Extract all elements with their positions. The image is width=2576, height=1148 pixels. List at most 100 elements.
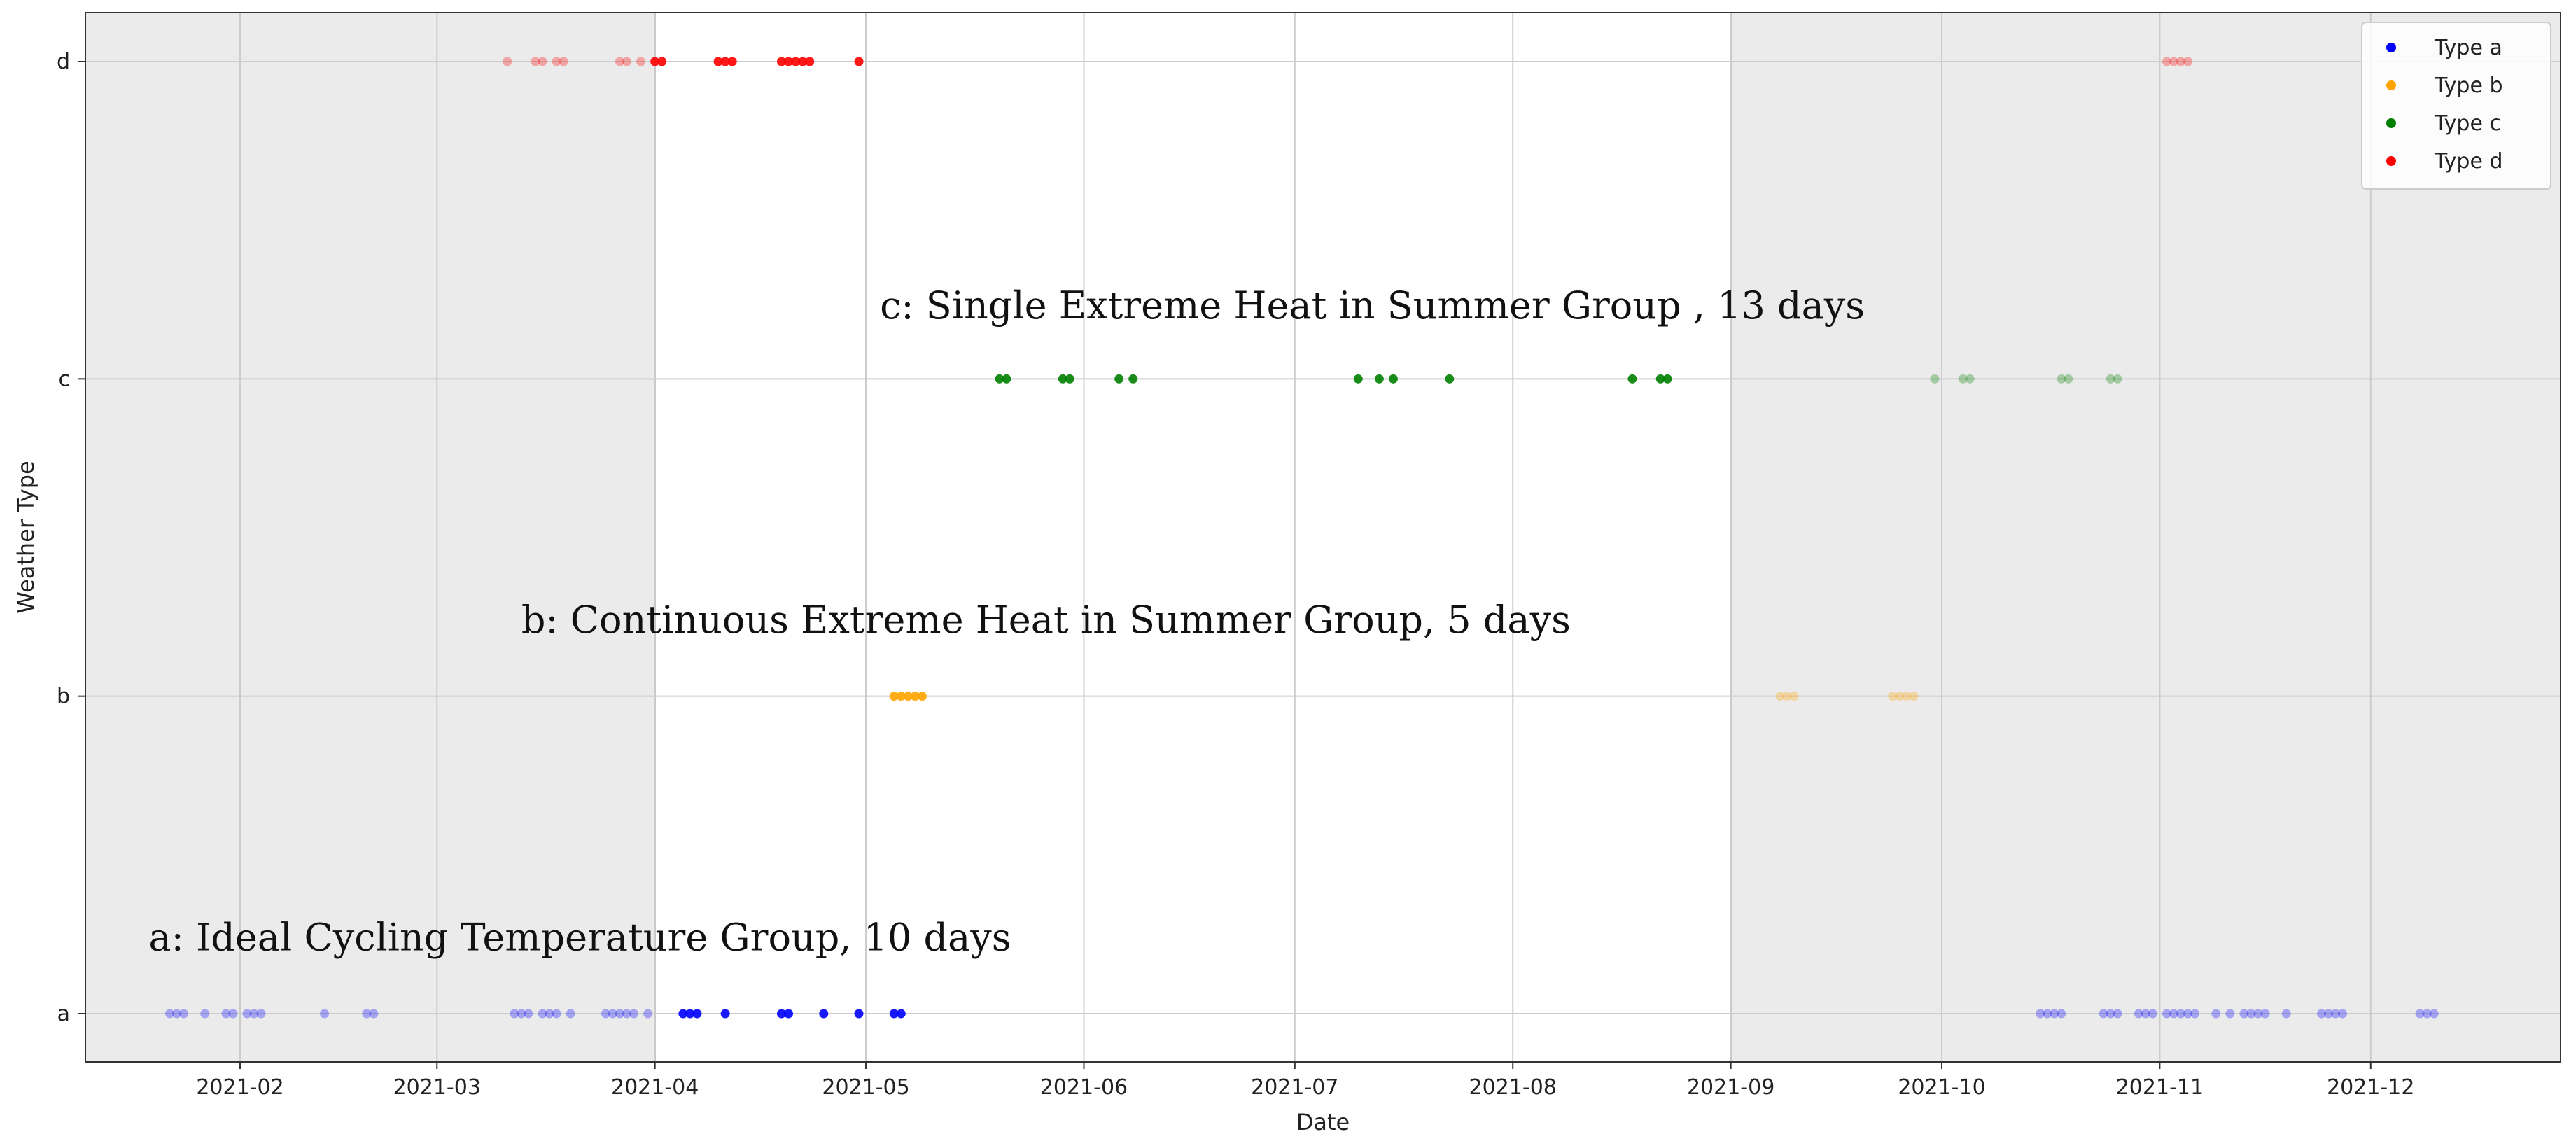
point-faded-a [2169,1009,2178,1018]
point-faded-d [2183,57,2193,66]
point-b [910,692,920,701]
point-faded-a [179,1009,189,1018]
point-faded-a [2260,1009,2270,1018]
point-d [720,57,730,66]
x-tick-label: 2021-05 [822,1075,909,1100]
point-c [1388,374,1398,384]
point-d [784,57,794,66]
x-axis-title: Date [1296,1109,1350,1135]
point-faded-a [362,1009,372,1018]
point-faded-b [1909,692,1919,701]
legend-marker-2 [2386,80,2396,90]
point-faded-a [510,1009,519,1018]
shaded-region-1 [85,13,655,1062]
point-faded-a [517,1009,526,1018]
point-a [777,1009,786,1018]
point-faded-a [2099,1009,2108,1018]
point-c [1662,374,1672,384]
point-faded-a [2281,1009,2291,1018]
point-faded-a [256,1009,266,1018]
point-c [1002,374,1011,384]
point-faded-b [1775,692,1785,701]
x-tick-label: 2021-06 [1040,1075,1128,1100]
point-faded-c [2057,374,2066,384]
point-faded-a [2148,1009,2157,1018]
group-annotations: d: Extreme Heat in Non-Summer Group, 11 … [148,284,1865,959]
point-faded-a [2246,1009,2256,1018]
legend-label-4: Type d [2434,149,2503,174]
y-tick-label: b [57,685,70,709]
point-faded-a [2190,1009,2200,1018]
y-tick-label: c [59,367,71,391]
point-faded-a [622,1009,631,1018]
x-axis-ticks: 2021-02 2021-03 2021-04 2021-05 2021-06 2021-… [196,1062,2414,1100]
y-tick-label: d [57,50,70,74]
point-c [995,374,1004,384]
legend-box [2361,22,2552,190]
point-faded-a [172,1009,182,1018]
point-c [1065,374,1074,384]
point-faded-a [2225,1009,2235,1018]
point-faded-a [601,1009,610,1018]
point-faded-a [2162,1009,2171,1018]
point-faded-c [1930,374,1940,384]
point-d [854,57,864,66]
point-faded-c [2064,374,2073,384]
plot-frame [85,12,2561,1063]
point-faded-a [2134,1009,2143,1018]
point-faded-a [2043,1009,2052,1018]
point-faded-d [552,57,561,66]
point-c [1445,374,1455,384]
point-faded-d [503,57,512,66]
point-faded-d [559,57,568,66]
point-faded-a [629,1009,639,1018]
point-faded-b [1895,692,1905,701]
point-b [917,692,927,701]
point-d [713,57,723,66]
point-b [903,692,913,701]
point-d [657,57,667,66]
point-faded-d [2162,57,2171,66]
point-a [854,1009,864,1018]
point-faded-a [2239,1009,2249,1018]
legend: Type a Type b Type c Type d [2361,22,2552,190]
point-faded-b [1902,692,1912,701]
point-faded-a [249,1009,259,1018]
point-a [784,1009,794,1018]
grid-lines [85,13,2561,1062]
point-faded-a [524,1009,533,1018]
point-faded-a [2113,1009,2122,1018]
y-axis-title: Weather Type [13,461,39,613]
x-tick-label: 2021-02 [196,1075,284,1100]
point-d [727,57,737,66]
legend-marker-4 [2386,156,2396,166]
point-faded-d [531,57,540,66]
point-faded-a [2338,1009,2348,1018]
point-faded-a [566,1009,575,1018]
point-faded-a [552,1009,561,1018]
point-faded-d [622,57,631,66]
point-faded-a [221,1009,231,1018]
point-faded-c [1965,374,1975,384]
point-faded-c [1958,374,1968,384]
point-a [685,1009,695,1018]
point-faded-c [2113,374,2122,384]
point-faded-d [538,57,547,66]
point-faded-d [2169,57,2178,66]
point-faded-a [2316,1009,2326,1018]
point-a [692,1009,702,1018]
point-faded-d [636,57,646,66]
point-faded-a [615,1009,624,1018]
point-faded-a [2429,1009,2439,1018]
x-tick-label: 2021-11 [2116,1075,2204,1100]
point-faded-a [200,1009,210,1018]
point-faded-a [2211,1009,2221,1018]
annotation-a: a: Ideal Cycling Temperature Group, 10 d… [148,915,1011,959]
legend-label-2: Type b [2434,74,2503,98]
y-axis-ticks: a b c d [57,50,85,1026]
point-a [678,1009,688,1018]
point-faded-a [2036,1009,2045,1018]
point-faded-b [1782,692,1792,701]
point-faded-a [545,1009,554,1018]
point-c [1353,374,1363,384]
